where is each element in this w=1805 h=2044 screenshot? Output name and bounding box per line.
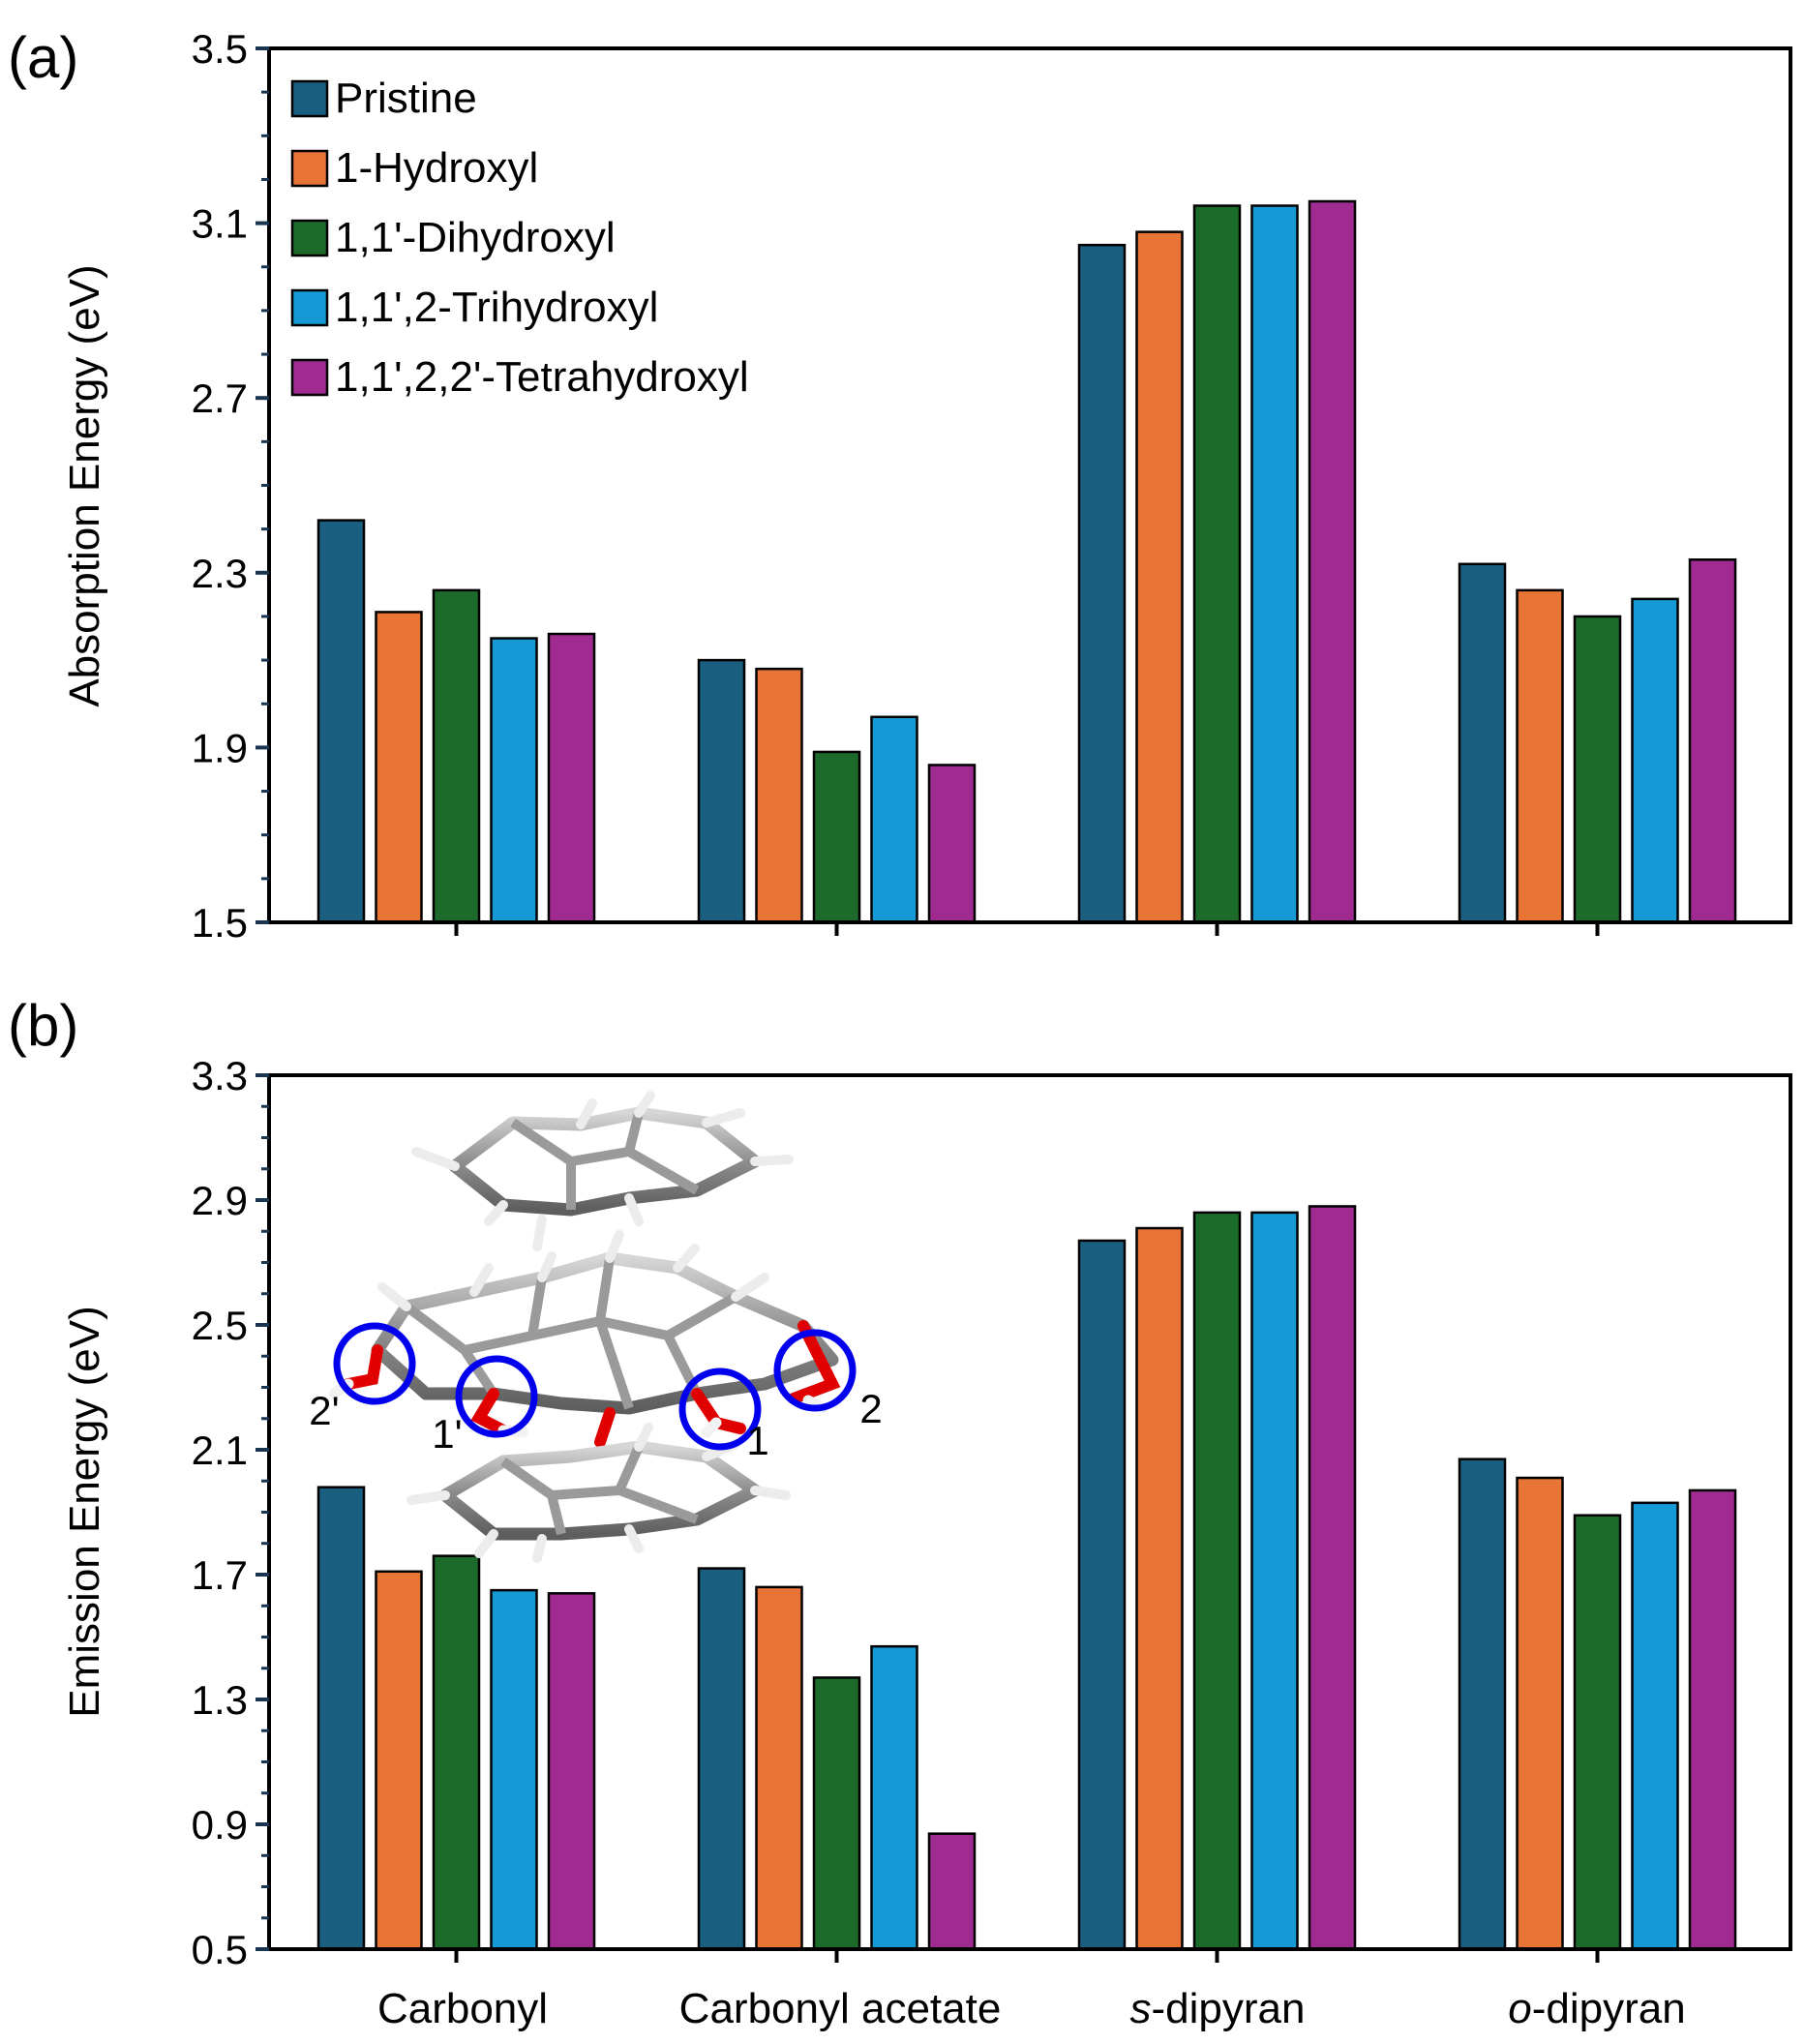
absorption-bar-carbonyl-acetate-1-1-dihydroxyl — [812, 750, 861, 924]
emission-bar-s-dipyran-1-1-dihydroxyl — [1192, 1211, 1242, 1951]
legend-item-1-hydroxyl: 1-Hydroxyl — [290, 144, 538, 192]
emission-bar-o-dipyran-1-hydroxyl — [1516, 1476, 1564, 1951]
emission-y-tick-label: 2.9 — [192, 1178, 248, 1223]
legend-item-trihydroxyl: 1,1',2-Trihydroxyl — [290, 284, 658, 331]
emission-bar-carbonyl-1-1-2-2-tetrahydroxyl — [547, 1592, 596, 1951]
absorption-bar-carbonyl-1-1-dihydroxyl — [432, 588, 481, 924]
legend-item-tetrahydroxyl: 1,1',2,2'-Tetrahydroxyl — [290, 353, 749, 401]
emission-bar-s-dipyran-1-1-2-trihydroxyl — [1250, 1211, 1299, 1951]
absorption-bar-o-dipyran-1-1-2-2-tetrahydroxyl — [1688, 558, 1737, 924]
absorption-y-axis-title: Absorption Energy (eV) — [61, 264, 108, 706]
legend-swatch-tetrahydroxyl — [290, 358, 329, 397]
emission-x-ticks — [454, 1949, 1600, 1963]
emission-y-tick-label: 3.3 — [192, 1053, 248, 1098]
emission-y-tick-label: 1.3 — [192, 1677, 248, 1723]
absorption-y-tick-label: 3.5 — [192, 26, 248, 72]
legend: Pristine 1-Hydroxyl 1,1'-Dihydroxyl 1,1'… — [290, 75, 749, 401]
absorption-bar-s-dipyran-1-1-2-trihydroxyl — [1250, 204, 1299, 924]
emission-bar-carbonyl-1-hydroxyl — [375, 1570, 423, 1951]
legend-label-trihydroxyl: 1,1',2-Trihydroxyl — [335, 284, 658, 331]
absorption-bar-carbonyl-1-hydroxyl — [375, 611, 423, 924]
emission-y-axis-title: Emission Energy (eV) — [61, 1306, 108, 1717]
emission-y-tick-label: 2.5 — [192, 1303, 248, 1348]
absorption-y-tick-label: 2.7 — [192, 376, 248, 421]
legend-swatch-dihydroxyl — [290, 219, 329, 257]
emission-bar-carbonyl-acetate-1-1-2-2-tetrahydroxyl — [927, 1832, 977, 1951]
legend-swatch-1-hydroxyl — [290, 149, 329, 188]
molecule-bottom-layer — [406, 1423, 791, 1563]
absorption-bars — [316, 199, 1737, 924]
emission-bar-o-dipyran-1-1-dihydroxyl — [1573, 1514, 1622, 1951]
category-label-carbonyl-acetate: Carbonyl acetate — [679, 1985, 1002, 2032]
category-label-o-dipyran: o-dipyran — [1508, 1985, 1685, 2032]
emission-bar-o-dipyran-1-1-2-2-tetrahydroxyl — [1688, 1488, 1737, 1951]
emission-y-ticks: 0.5 0.9 1.3 1.7 2.1 2.5 2.9 3.3 — [192, 1053, 269, 1972]
site-circle-1-prime — [455, 1355, 538, 1438]
emission-y-tick-label: 2.1 — [192, 1428, 248, 1473]
molecule-inset: 2' 1' 1 2 — [309, 1091, 883, 1563]
emission-y-tick-label: 0.5 — [192, 1927, 248, 1972]
absorption-bar-carbonyl-acetate-1-1-2-trihydroxyl — [870, 715, 918, 924]
site-label-2-prime: 2' — [309, 1388, 339, 1433]
site-circle-1 — [678, 1368, 762, 1451]
absorption-y-tick-label: 1.5 — [192, 900, 248, 946]
emission-bar-o-dipyran-1-1-2-trihydroxyl — [1631, 1501, 1679, 1951]
emission-bar-carbonyl-pristine — [316, 1486, 366, 1951]
absorption-bar-o-dipyran-pristine — [1458, 562, 1507, 924]
absorption-bar-s-dipyran-1-hydroxyl — [1135, 230, 1184, 924]
legend-swatch-pristine — [290, 79, 329, 118]
emission-bar-carbonyl-1-1-dihydroxyl — [432, 1554, 481, 1951]
legend-label-pristine: Pristine — [335, 75, 477, 122]
panel-b-tag: (b) — [8, 993, 78, 1058]
emission-bar-carbonyl-1-1-2-trihydroxyl — [490, 1588, 538, 1951]
emission-bar-carbonyl-acetate-1-hydroxyl — [755, 1585, 803, 1951]
site-circle-2 — [773, 1329, 857, 1412]
legend-item-pristine: Pristine — [290, 75, 477, 122]
legend-label-1-hydroxyl: 1-Hydroxyl — [335, 144, 538, 192]
site-label-1-prime: 1' — [432, 1411, 462, 1457]
absorption-bar-carbonyl-pristine — [316, 519, 366, 924]
emission-y-tick-label: 0.9 — [192, 1802, 248, 1848]
category-label-carbonyl: Carbonyl — [377, 1985, 548, 2032]
emission-bar-s-dipyran-1-1-2-2-tetrahydroxyl — [1308, 1205, 1357, 1951]
absorption-y-ticks: 1.5 1.9 2.3 2.7 3.1 3.5 — [192, 26, 269, 946]
emission-bar-o-dipyran-pristine — [1458, 1458, 1507, 1951]
legend-label-tetrahydroxyl: 1,1',2,2'-Tetrahydroxyl — [335, 353, 749, 401]
absorption-bar-o-dipyran-1-1-dihydroxyl — [1573, 615, 1622, 924]
emission-bar-carbonyl-acetate-pristine — [697, 1567, 746, 1951]
legend-swatch-trihydroxyl — [290, 288, 329, 327]
absorption-x-ticks — [454, 922, 1600, 936]
absorption-bar-o-dipyran-1-1-2-trihydroxyl — [1631, 597, 1679, 924]
molecule-top-layer — [411, 1091, 794, 1251]
absorption-bar-o-dipyran-1-hydroxyl — [1516, 588, 1564, 924]
category-label-s-dipyran: s-dipyran — [1130, 1985, 1306, 2032]
absorption-bar-carbonyl-1-1-2-2-tetrahydroxyl — [547, 632, 596, 924]
legend-label-dihydroxyl: 1,1'-Dihydroxyl — [335, 214, 616, 261]
absorption-bar-carbonyl-acetate-1-1-2-2-tetrahydroxyl — [927, 764, 977, 924]
emission-bar-carbonyl-acetate-1-1-2-trihydroxyl — [870, 1644, 918, 1951]
site-label-2: 2 — [859, 1386, 882, 1431]
absorption-y-tick-label: 1.9 — [192, 725, 248, 770]
absorption-bar-s-dipyran-1-1-2-2-tetrahydroxyl — [1308, 199, 1357, 924]
legend-item-dihydroxyl: 1,1'-Dihydroxyl — [290, 214, 616, 261]
absorption-y-tick-label: 3.1 — [192, 201, 248, 247]
emission-bar-s-dipyran-pristine — [1077, 1239, 1127, 1951]
absorption-bar-carbonyl-acetate-1-hydroxyl — [755, 667, 803, 924]
site-label-1: 1 — [746, 1418, 768, 1463]
emission-y-tick-label: 1.7 — [192, 1552, 248, 1598]
absorption-y-tick-label: 2.3 — [192, 551, 248, 596]
emission-bar-carbonyl-acetate-1-1-dihydroxyl — [812, 1676, 861, 1951]
emission-panel: (b) 0.5 0.9 1.3 1.7 2.1 2.5 2.9 3.3 Emission En… — [8, 993, 1792, 2032]
panel-a-tag: (a) — [8, 25, 78, 90]
absorption-bar-carbonyl-1-1-2-trihydroxyl — [490, 637, 538, 924]
absorption-bar-s-dipyran-1-1-dihydroxyl — [1192, 204, 1242, 924]
emission-bar-s-dipyran-1-hydroxyl — [1135, 1226, 1184, 1951]
site-circle-2-prime — [333, 1322, 416, 1405]
absorption-bar-carbonyl-acetate-pristine — [697, 658, 746, 924]
absorption-bar-s-dipyran-pristine — [1077, 243, 1127, 924]
absorption-panel: (a) 1.5 1.9 2.3 2.7 3.1 3.5 Absorption Energy… — [8, 25, 1792, 946]
